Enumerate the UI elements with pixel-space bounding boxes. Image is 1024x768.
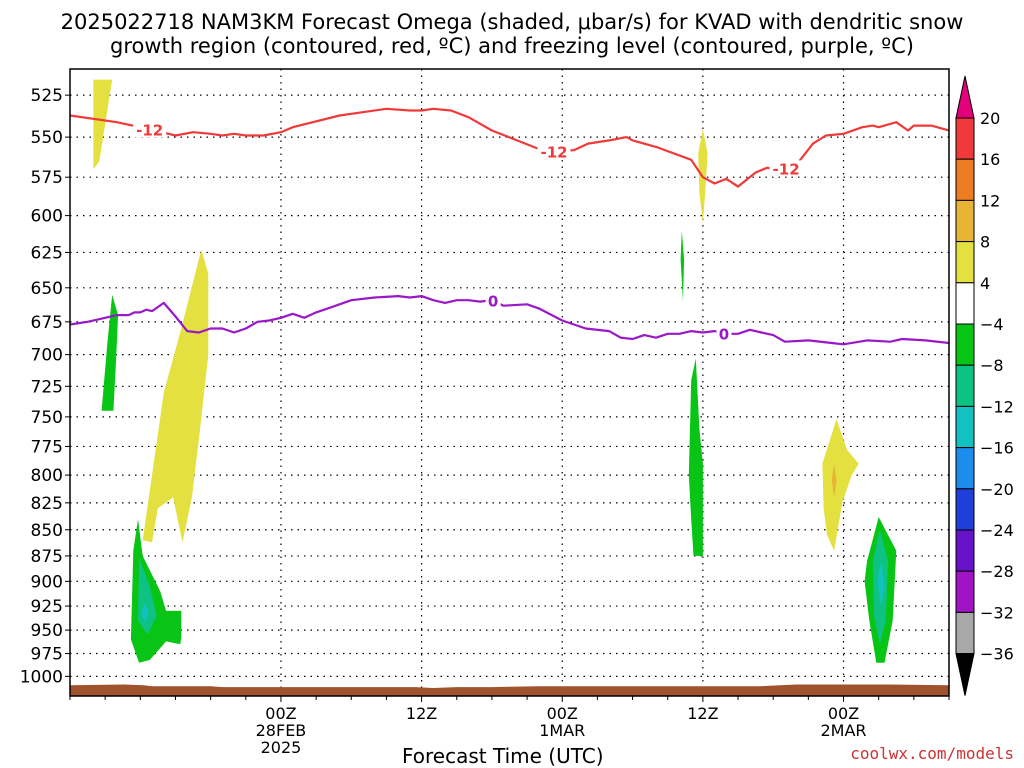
x-tick-label: 12Z (687, 704, 718, 723)
y-tick-label: 825 (31, 494, 63, 514)
x-tick-label: 28FEB (256, 721, 307, 740)
colorbar-label: −28 (980, 562, 1014, 581)
chart-title-line-2: growth region (contoured, red, ºC) and f… (110, 34, 914, 58)
terrain-fill (70, 684, 949, 696)
y-tick-label: 900 (31, 572, 63, 592)
contour-label--12: -12 (136, 121, 163, 139)
y-tick-label: 750 (31, 408, 63, 428)
colorbar-segment (955, 323, 975, 366)
omega-region (831, 463, 837, 498)
colorbar-label: −4 (980, 315, 1004, 334)
y-tick-label: 650 (31, 279, 63, 299)
colorbar-segment (955, 611, 975, 655)
y-tick-label: 950 (31, 621, 63, 641)
colorbar-label: 4 (980, 274, 990, 293)
colorbar-label: −8 (980, 356, 1004, 375)
contour-label--12: -12 (540, 144, 567, 162)
colorbar: 20 16 12 8 4 −4 −8 −12 −16 −20 −24 −28 −32 −36 (955, 75, 1014, 696)
y-tick-label: 975 (31, 645, 63, 665)
contour-line--12 (70, 107, 949, 188)
y-tick-label: 525 (31, 86, 63, 106)
y-tick-label: 675 (31, 313, 63, 333)
contour-line-0 (70, 295, 949, 346)
x-tick-label: 1MAR (539, 721, 585, 740)
contour-label-0: 0 (719, 325, 729, 343)
omega-region (141, 603, 149, 623)
contour-layer (70, 107, 949, 346)
omega-region (822, 419, 859, 551)
colorbar-label: −36 (980, 645, 1014, 664)
y-tick-label: 850 (31, 521, 63, 541)
colorbar-label: −16 (980, 439, 1014, 458)
colorbar-segment (955, 447, 975, 490)
colorbar-label: 8 (980, 233, 990, 252)
colorbar-label: 12 (980, 191, 1000, 210)
omega-region (101, 294, 119, 411)
contour-label-bg (485, 292, 501, 309)
y-axis: 525 550 575 600 625 650 675 700 725 750 775 800 825 8… (20, 86, 70, 687)
contour-label-bg (769, 160, 803, 177)
x-tick-label: 00Z (265, 704, 296, 723)
y-tick-label: 550 (31, 128, 63, 148)
y-tick-label: 875 (31, 547, 63, 567)
omega-region (877, 561, 885, 606)
y-tick-label: 625 (31, 243, 63, 263)
omega-region (130, 519, 182, 663)
y-tick-label: 925 (31, 597, 63, 617)
colorbar-segment (955, 364, 975, 407)
contour-label-bg (537, 143, 571, 160)
x-axis-label: Forecast Time (UTC) (402, 744, 604, 768)
y-tick-label: 775 (31, 437, 63, 457)
colorbar-segment (955, 117, 975, 160)
colorbar-segment (955, 405, 975, 449)
colorbar-bottom-triangle (955, 653, 975, 696)
contour-label--12: -12 (773, 160, 800, 178)
colorbar-label: 16 (980, 150, 1000, 169)
x-tick-label: 2025 (261, 738, 302, 757)
contour-label-bg (716, 325, 732, 342)
contour-label-0: 0 (488, 293, 498, 311)
colorbar-segment (955, 282, 975, 325)
colorbar-label: 20 (980, 109, 1000, 128)
y-tick-label: 1000 (20, 667, 63, 687)
contour-label-bg (133, 121, 167, 138)
y-tick-label: 725 (31, 377, 63, 397)
x-tick-label: 00Z (828, 704, 859, 723)
colorbar-segment (955, 158, 975, 201)
colorbar-segment (955, 488, 975, 531)
x-tick-label: 2MAR (820, 721, 866, 740)
y-tick-label: 600 (31, 207, 63, 227)
colorbar-top-triangle (955, 75, 975, 119)
colorbar-segment (955, 241, 975, 284)
colorbar-label: −32 (980, 603, 1014, 622)
colorbar-segment (955, 570, 975, 613)
omega-shading-layer (70, 79, 949, 696)
y-tick-label: 700 (31, 346, 63, 366)
x-tick-label: 12Z (406, 704, 437, 723)
omega-region (93, 79, 113, 170)
y-tick-label: 575 (31, 168, 63, 188)
colorbar-segment (955, 199, 975, 243)
colorbar-label: −12 (980, 397, 1014, 416)
omega-region (680, 230, 685, 302)
y-tick-label: 800 (31, 466, 63, 486)
x-tick-label: 00Z (547, 704, 578, 723)
omega-region (142, 249, 209, 543)
colorbar-segment (955, 529, 975, 572)
chart-title-line-1: 2025022718 NAM3KM Forecast Omega (shaded… (60, 10, 964, 34)
plot-frame (69, 68, 950, 697)
colorbar-label: −24 (980, 521, 1014, 540)
contour-labels-layer: -12 -12 -12 0 0 (133, 121, 803, 343)
credit-text: coolwx.com/models (850, 744, 1014, 763)
omega-region (688, 358, 703, 556)
colorbar-label: −20 (980, 480, 1014, 499)
